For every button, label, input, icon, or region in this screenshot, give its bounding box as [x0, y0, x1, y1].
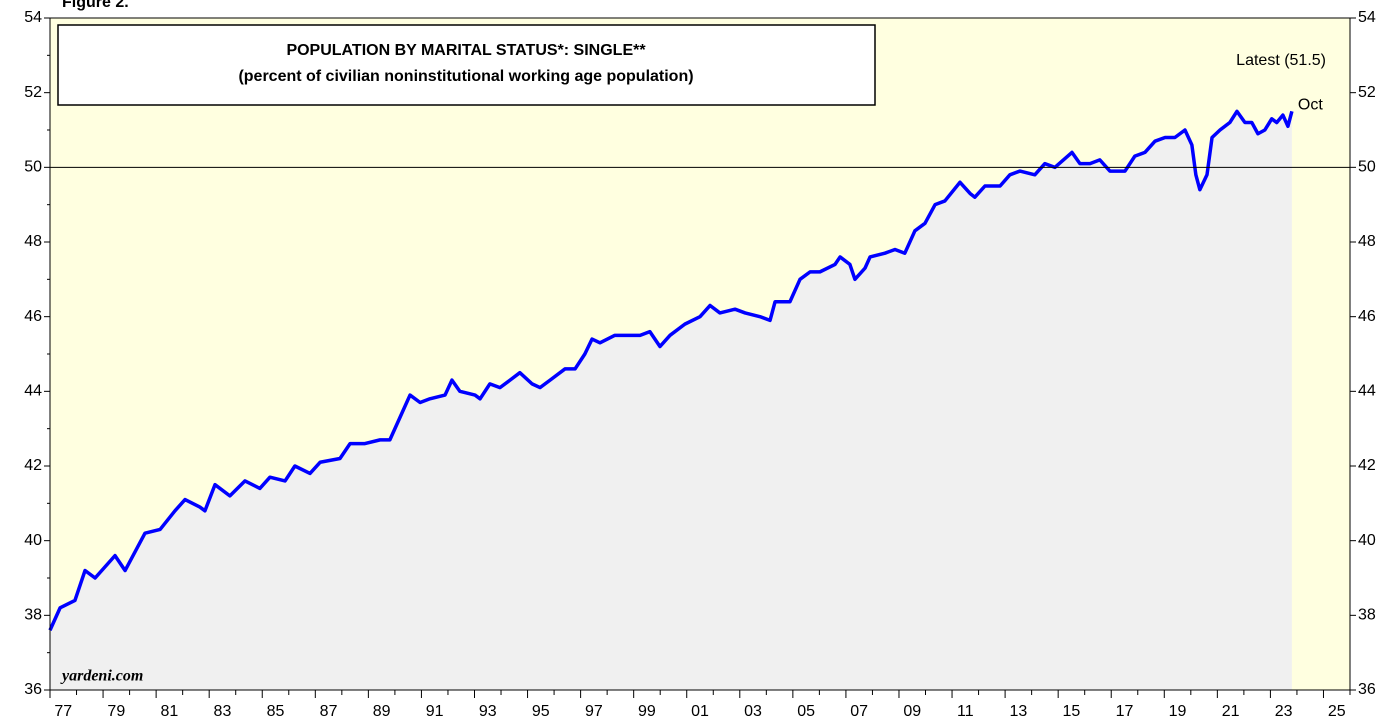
x-tick-label: 81 [160, 703, 178, 720]
x-tick-label: 93 [479, 703, 497, 720]
y-tick-label: 48 [24, 233, 42, 250]
x-tick-label: 17 [1116, 703, 1134, 720]
y2-tick-label: 48 [1358, 233, 1376, 250]
x-tick-label: 87 [320, 703, 338, 720]
y-tick-label: 46 [24, 308, 42, 325]
title-box [57, 24, 876, 106]
line [48, 109, 1294, 631]
y-tick-label: 36 [24, 681, 42, 698]
x-tick-label: 83 [214, 703, 232, 720]
x-tick-label: 95 [532, 703, 550, 720]
x-tick-label: 11 [957, 703, 974, 720]
x-tick-label: 91 [426, 703, 444, 720]
x-tick-label: 13 [1009, 703, 1027, 720]
y-tick-label: 50 [24, 159, 42, 176]
x-tick-label: 15 [1063, 703, 1081, 720]
y-tick-label: 52 [24, 84, 42, 101]
latest-label: Latest (51.5) [1236, 52, 1326, 69]
x-tick-label: 03 [744, 703, 762, 720]
x-tick-label: 21 [1222, 703, 1240, 720]
figure-label: Figure 2. [62, 0, 129, 11]
y-tick-label: 42 [24, 457, 42, 474]
chart-subtitle: (percent of civilian noninstitutional wo… [238, 68, 693, 85]
x-tick-label: 07 [850, 703, 868, 720]
x-tick-label: 25 [1328, 703, 1346, 720]
x-tick-label: 09 [903, 703, 921, 720]
x-tick-label: 89 [373, 703, 391, 720]
area [50, 111, 1292, 690]
x-tick-label: 85 [267, 703, 285, 720]
x-tick-label: 05 [797, 703, 815, 720]
x-tick-label: 97 [585, 703, 603, 720]
y2-tick-label: 42 [1358, 457, 1376, 474]
x-tick-label: 99 [638, 703, 656, 720]
y-tick-label: 38 [24, 607, 42, 624]
chart-title: POPULATION BY MARITAL STATUS*: SINGLE** [286, 42, 646, 59]
x-tick-label: 01 [691, 703, 709, 720]
source-label: yardeni.com [60, 668, 143, 685]
y-tick-label: 40 [24, 532, 42, 549]
y2-tick-label: 44 [1358, 383, 1376, 400]
y-tick-label: 44 [24, 383, 42, 400]
y2-tick-label: 50 [1358, 159, 1376, 176]
y2-tick-label: 38 [1358, 607, 1376, 624]
x-tick-label: 79 [107, 703, 125, 720]
y2-tick-label: 54 [1358, 9, 1376, 26]
x-tick-label: 23 [1275, 703, 1293, 720]
y2-tick-label: 52 [1358, 84, 1376, 101]
end-label: Oct [1298, 97, 1323, 114]
x-tick-label: 19 [1169, 703, 1187, 720]
y-tick-label: 54 [24, 9, 42, 26]
y2-tick-label: 36 [1358, 681, 1376, 698]
y2-tick-label: 46 [1358, 308, 1376, 325]
x-tick-label: 77 [54, 703, 72, 720]
y2-tick-label: 40 [1358, 532, 1376, 549]
